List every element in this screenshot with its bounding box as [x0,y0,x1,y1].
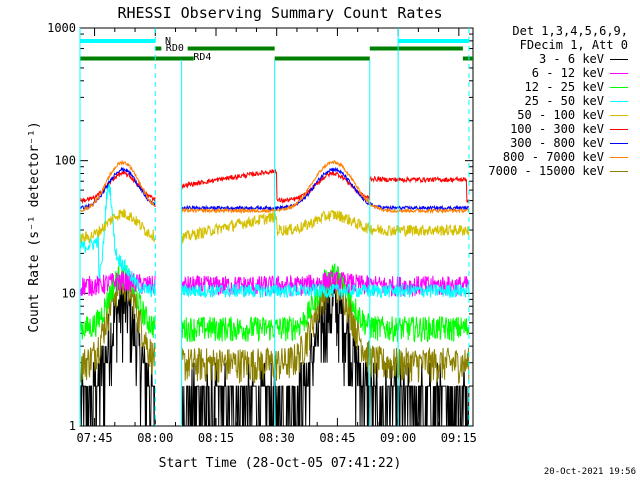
series-layer [80,159,470,427]
y-tick-label: 1 [69,419,76,433]
legend-row-7000-15000kev: 7000 - 15000 keV [478,164,636,178]
series-line [80,179,156,298]
x-axis-label: Start Time (28-Oct-05 07:41:22) [159,456,402,471]
legend-row-100-300kev: 100 - 300 keV [478,122,636,136]
x-tick-label: 08:45 [319,431,355,445]
x-tick-label: 08:15 [198,431,234,445]
legend-label: 25 - 50 keV [524,94,604,108]
series-line [80,208,156,244]
legend-label: 3 - 6 keV [538,52,604,66]
legend-row-800-7000kev: 800 - 7000 keV [478,150,636,164]
legend-row-6-12kev: 6 - 12 keV [478,66,636,80]
series-line [80,263,156,340]
legend-header-line-2: FDecim 1, Att 0 [519,38,628,52]
saa-label-rd4: RD4 [193,52,211,63]
legend-row-50-100kev: 50 - 100 keV [478,108,636,122]
series-line [181,270,470,297]
series-line [181,269,470,385]
series-line [80,170,156,205]
axis-ticks: 07:45 08:00 08:15 08:30 08:45 09:00 09:15 1000 1… [47,21,477,445]
legend-row-12-25kev: 12 - 25 keV [478,80,636,94]
series-line [181,166,470,212]
legend-label: 7000 - 15000 keV [488,164,604,178]
legend-swatch [610,100,628,102]
series-line [181,168,470,205]
legend-header-line-1: Det 1,3,4,5,6,9, [512,24,628,38]
legend-row-300-800kev: 300 - 800 keV [478,136,636,150]
series-line [181,209,470,244]
legend-swatch [610,142,628,144]
night-label: N [165,36,171,47]
legend-row-25-50kev: 25 - 50 keV [478,94,636,108]
legend-swatch [610,72,628,74]
chart-title: RHESSI Observing Summary Count Rates [117,4,442,22]
series-line [80,270,156,383]
series-line [181,263,470,343]
legend-swatch [610,114,628,116]
timestamp: 20-Oct-2021 19:56 [543,467,636,477]
series-line [181,278,470,427]
y-tick-label: 10 [62,286,76,300]
legend-swatch [610,58,628,60]
legend-swatch [610,128,628,130]
x-tick-label: 08:00 [137,431,173,445]
legend-label: 50 - 100 keV [517,108,604,122]
series-line [80,270,156,297]
series-line [80,278,156,427]
x-tick-label: 09:00 [380,431,416,445]
legend-label: 100 - 300 keV [510,122,604,136]
legend-label: 6 - 12 keV [531,66,604,80]
legend-swatch [610,170,628,172]
x-tick-label: 09:15 [441,431,477,445]
legend-label: 12 - 25 keV [524,80,604,94]
legend-swatch [610,86,628,88]
y-axis-label: Count Rate (s⁻¹ detector⁻¹) [27,121,42,332]
y-tick-label: 100 [54,154,76,168]
y-tick-label: 1000 [47,21,76,35]
legend-label: 300 - 800 keV [510,136,604,150]
legend-swatch [610,156,628,158]
saa-label-rd0: RD0 [166,43,184,54]
series-line [181,159,470,215]
x-tick-label: 07:45 [77,431,113,445]
series-line [80,159,156,213]
legend: Det 1,3,4,5,6,9, FDecim 1, Att 0 3 - 6 k… [478,24,636,178]
legend-label: 800 - 7000 keV [502,150,604,164]
legend-row-3-6kev: 3 - 6 keV [478,52,636,66]
x-tick-label: 08:30 [259,431,295,445]
series-line [181,282,470,299]
